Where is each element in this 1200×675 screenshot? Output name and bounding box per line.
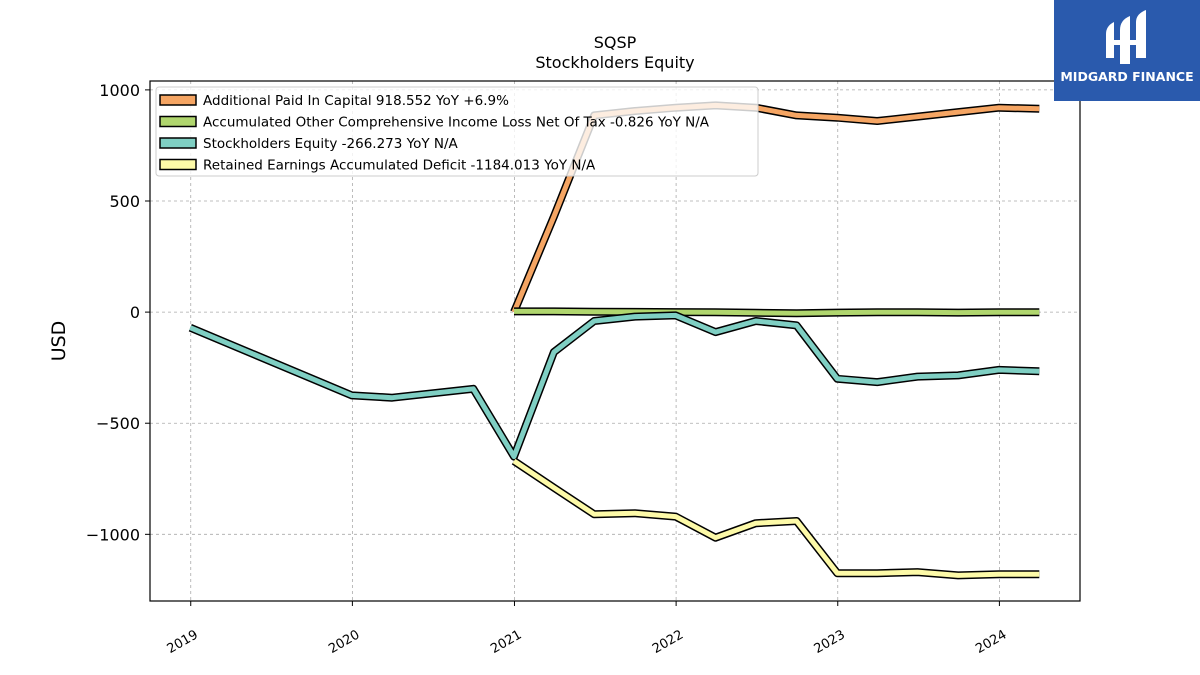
legend-swatch-1 [159,115,197,128]
x-tick-label: 2024 [973,627,1009,657]
legend-label-0: Additional Paid In Capital 918.552 YoY +… [203,93,509,109]
y-tick-label: −500 [96,414,140,433]
series-outline-3 [511,457,1040,580]
x-tick-label: 2020 [326,627,362,657]
chart-title: SQSP [594,33,637,52]
y-axis: 1000 500 0 −500 −1000 [86,81,150,544]
x-tick-label: 2023 [812,627,848,657]
legend: Additional Paid In Capital 918.552 YoY +… [155,86,759,177]
plot-frame [149,80,1081,602]
x-tick-label: 2021 [488,627,524,657]
legend-swatch-2 [159,137,197,149]
y-tick-label: 0 [130,303,140,322]
series-line-2 [189,312,1040,460]
series-outline-2 [188,311,1040,461]
legend-label-3: Retained Earnings Accumulated Deficit -1… [203,158,596,174]
midgard-logo-icon [1106,10,1146,64]
y-tick-label: 1000 [99,81,140,100]
chart-subtitle: Stockholders Equity [535,53,694,72]
brand-name: MIDGARD FINANCE [1060,69,1194,84]
legend-swatch-0 [159,94,197,106]
y-axis-label: USD [48,321,70,362]
brand-logo: MIDGARD FINANCE [1054,0,1200,101]
series-layer [188,101,1040,580]
legend-label-2: Stockholders Equity -266.273 YoY N/A [203,136,459,152]
legend-label-1: Accumulated Other Comprehensive Income L… [203,115,710,131]
y-tick-label: 500 [109,192,140,211]
series-line-1 [514,308,1040,316]
y-tick-label: −1000 [86,525,140,544]
series-line-3 [512,458,1040,578]
x-tick-label: 2022 [650,627,686,657]
legend-box [155,86,759,177]
x-axis: 2019 2020 2021 2022 2023 2024 [165,601,1009,657]
x-tick-label: 2019 [165,627,201,657]
legend-swatch-3 [159,158,197,171]
